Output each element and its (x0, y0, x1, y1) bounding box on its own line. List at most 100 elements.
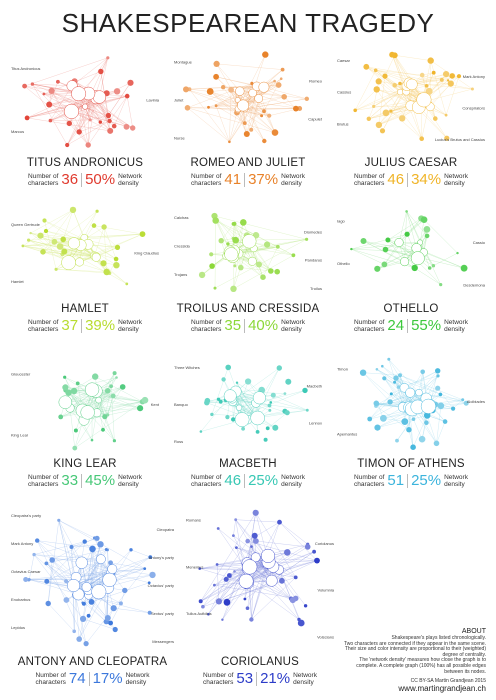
graph-node (75, 381, 80, 386)
website-link[interactable]: www.martingrandjean.ch (398, 684, 486, 694)
character-label: Octavius Caesar (11, 569, 41, 574)
character-label: Cressida (174, 243, 191, 248)
graph-node (46, 101, 53, 108)
graph-edge (67, 98, 96, 146)
graph-edge (56, 269, 107, 273)
graph-node (373, 86, 380, 93)
graph-node (91, 223, 97, 228)
graph-node (107, 564, 118, 575)
graph-node (105, 112, 111, 119)
graph-edge (34, 554, 101, 560)
graph-edge (83, 618, 116, 630)
density-label: Network density (125, 672, 150, 686)
graph-edge (419, 219, 425, 243)
character-label: Tullus Aufidius (186, 611, 212, 616)
graph-edge (279, 560, 318, 570)
graph-edge (229, 98, 259, 142)
graph-edge (377, 261, 405, 269)
graph-edge (430, 60, 447, 116)
character-labels: Cleopatra's party Cleopatra Mark Antony Ant… (11, 513, 175, 644)
graph-node (398, 373, 402, 378)
graph-node (23, 577, 29, 582)
graph-node (275, 244, 280, 249)
graph-edge (255, 402, 288, 413)
character-label: Brutus (337, 121, 349, 126)
graph-edge (214, 215, 307, 240)
graph-node (420, 369, 425, 375)
graph-node (297, 619, 305, 627)
stat-divider (407, 173, 409, 187)
graph-node (235, 381, 239, 384)
graph-node (425, 87, 433, 95)
graph-edge (433, 252, 458, 266)
network-graph: Iago Cassio Othello Desdemona (337, 210, 486, 287)
character-labels: Romans Coriolanus Menenius Volumnia Tullus A… (186, 518, 335, 640)
graph-node (232, 534, 235, 537)
character-label: Banquo (174, 402, 189, 407)
graph-node (90, 438, 94, 442)
density-label: Network density (118, 474, 142, 488)
graph-node (268, 268, 274, 274)
graph-node (234, 412, 250, 427)
graph-edge (110, 603, 122, 624)
graph-node (279, 77, 283, 80)
characters-label: Number of characters (191, 173, 222, 187)
graph-node (58, 414, 64, 420)
graph-node (438, 392, 443, 397)
graph-edge (210, 91, 238, 113)
character-label: Troilus (310, 286, 322, 291)
character-label: Pandarus (305, 258, 322, 263)
character-labels: Three Witches Macbeth Banquo Lennox Ross (174, 365, 322, 444)
graph-node (427, 266, 432, 270)
graph-node (240, 219, 247, 226)
graph-node (45, 600, 51, 607)
graph-edge (412, 415, 428, 448)
graph-node (100, 260, 107, 267)
stat-divider (81, 173, 83, 187)
network-graph: Timon Alcibiades Apemantus (337, 357, 485, 450)
graph-edge (233, 519, 236, 536)
graph-node (76, 636, 82, 642)
graph-edge (436, 421, 446, 444)
graph-edge (387, 239, 405, 262)
graph-edge (258, 78, 282, 99)
graph-node (406, 427, 412, 433)
character-label: Cleopatra's party (11, 513, 41, 518)
character-label: King Lear (11, 433, 29, 438)
graph-node (232, 221, 237, 226)
graph-node (280, 67, 285, 72)
graph-node (237, 99, 250, 112)
graph-edge (384, 75, 401, 93)
graph-node (109, 384, 113, 389)
graph-node (451, 406, 456, 411)
graph-node (49, 557, 55, 563)
graph-edge (262, 246, 278, 278)
graph-node (265, 426, 270, 431)
graph-node (446, 79, 450, 82)
graph-node (253, 538, 259, 544)
graph-edge (369, 393, 392, 420)
graph-edge (93, 225, 143, 235)
graph-edge (200, 584, 215, 602)
graph-edge (90, 115, 109, 121)
graph-node (67, 237, 81, 250)
graph-edge (46, 549, 107, 564)
graph-node (382, 73, 388, 79)
graph-node (230, 285, 237, 292)
about-line: complete. A complete graph (100%) has al… (356, 662, 486, 669)
graph-edge (255, 402, 308, 411)
graph-edge (216, 99, 238, 106)
graph-edge (67, 120, 110, 146)
character-count: 36 (61, 171, 79, 188)
graph-node (88, 118, 92, 122)
graph-node (115, 376, 118, 379)
character-label: Romans (186, 518, 201, 523)
graph-node (275, 82, 282, 88)
graph-edge (34, 554, 82, 563)
graph-node (70, 387, 78, 395)
stat-divider (81, 474, 83, 488)
graph-node (94, 535, 100, 541)
graph-edge (214, 220, 216, 289)
graph-node (223, 389, 237, 403)
graph-node (29, 231, 32, 235)
